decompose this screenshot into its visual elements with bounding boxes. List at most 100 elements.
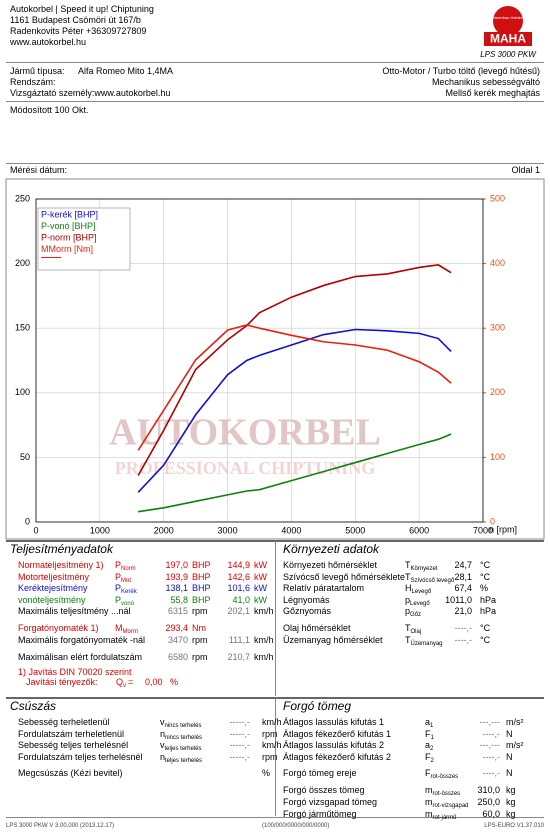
- symbol-main: F: [425, 728, 431, 739]
- slip-unit: rpm: [262, 728, 278, 739]
- header-line: 1161 Budapest Csömöri út 167/b: [10, 15, 141, 25]
- symbol: mrot-vizsgapad: [425, 797, 469, 812]
- environment-value: ----,-: [454, 623, 473, 633]
- legend-label: P-vonó [BHP]: [41, 221, 96, 231]
- symbol: mrot-összes: [425, 785, 460, 800]
- divider: [275, 698, 276, 816]
- rotating_mass-value: ----,-: [482, 768, 501, 778]
- symbol: PNorm: [115, 560, 136, 575]
- perf-unit: kW: [254, 560, 267, 570]
- logo-brand: MAHA: [490, 32, 526, 46]
- symbol: Qv: [116, 677, 126, 692]
- perf-label: Forgatónyomaték 1): [18, 623, 99, 633]
- symbol-main: P: [115, 571, 122, 582]
- footer-left: LPS 3000 PKW V 3.00.000 (2013.12.17): [6, 823, 115, 829]
- measure-date: Mérési dátum:: [10, 165, 68, 175]
- rotating_mass-label: Átlagos lassulás kifutás 2: [283, 740, 385, 750]
- slip-label: Sebesség teljes terhelésnél: [18, 740, 129, 750]
- rotating_mass-label: Forgó vizsgapad tömeg: [283, 797, 378, 807]
- symbol-main: v: [160, 740, 165, 750]
- y2-tick-label: 400: [490, 258, 505, 268]
- environment-value: 24,7: [454, 560, 472, 570]
- perf-value: 6315: [167, 606, 188, 616]
- symbol-sub: Morm: [122, 629, 138, 635]
- symbol-main: p: [405, 606, 411, 616]
- environment-label: Környezeti hőmérséklet: [283, 560, 378, 570]
- watermark: PROFESSIONAL CHIPTUNING: [115, 458, 376, 478]
- symbol-main: a: [425, 717, 431, 727]
- y2-tick-label: 100: [490, 452, 505, 462]
- vehicle-label: Vizsgáztató személy:: [10, 88, 95, 98]
- symbol-sub: Gőz: [410, 612, 422, 618]
- perf-unit: kW: [254, 594, 267, 605]
- symbol-main: F: [425, 768, 431, 778]
- section-title: Teljesítményadatok: [10, 542, 113, 556]
- slip-unit: rpm: [262, 751, 278, 762]
- symbol-main: Q: [116, 677, 124, 687]
- slip-label: Megcsúszás (Kézi bevitel): [18, 768, 123, 778]
- perf-label: vonóteljesítmény: [18, 594, 86, 605]
- environment-unit: °C: [480, 560, 491, 570]
- symbol-sub: teljes terhelés: [165, 757, 203, 764]
- y2-tick-label: 0: [490, 516, 495, 526]
- logo-ring-text: Maschinenbau Haldenwang: [483, 15, 532, 20]
- perf-unit: km/h: [254, 635, 274, 645]
- vehicle-row: Rendszám:: [10, 77, 78, 88]
- perf-unit: Nm: [192, 623, 206, 633]
- perf-label: Maximális teljesítmény ...nál: [18, 606, 131, 616]
- symbol-sub: rot-összes: [432, 791, 461, 797]
- symbol: Frot-összes: [425, 768, 458, 783]
- symbol: a1: [425, 717, 433, 732]
- series-line: [137, 328, 452, 493]
- symbol-main: m: [425, 797, 433, 807]
- rotating_mass-value: ---,---: [479, 740, 500, 750]
- environment-value: 67,4: [454, 583, 472, 593]
- environment-value: 1011,0: [445, 594, 472, 605]
- environment-unit: °C: [480, 623, 491, 633]
- symbol: TÜzemanyag: [405, 635, 443, 650]
- chart-frame: [5, 178, 545, 540]
- symbol-main: m: [425, 785, 433, 795]
- symbol-main: a: [425, 740, 431, 750]
- header-lines: Autokorbel | Speed it up! Chiptuning 1161…: [10, 4, 154, 48]
- vehicle-label: Jármű típusa:: [10, 66, 65, 76]
- perf-label: Maximálisan elért fordulatszám: [18, 652, 143, 662]
- x-tick-label: 3000: [218, 525, 238, 535]
- symbol-sub: Üzemanyag: [410, 641, 443, 647]
- perf-value: 142,6: [227, 571, 250, 582]
- note: Módosított 100 Okt.: [10, 105, 89, 115]
- perf-label: Normateljesítmény 1): [18, 560, 104, 570]
- rotating_mass-label: Átlagos lassulás kifutás 1: [283, 717, 385, 727]
- symbol-main: n: [160, 728, 166, 739]
- symbol: mrot-jármű: [425, 809, 457, 824]
- symbol-sub: 2: [430, 746, 434, 752]
- symbol-main: T: [405, 635, 411, 645]
- logo: Maschinenbau Haldenwang MAHA LPS 3000 PK…: [480, 6, 537, 59]
- x-tick-label: 4000: [281, 525, 301, 535]
- vehicle-spec: Mechanikus sebességváltó: [431, 77, 540, 87]
- vehicle-value: Alfa Romeo Mito 1,4MA: [78, 66, 174, 76]
- perf-value: 202,1: [227, 606, 250, 616]
- rule: [6, 163, 544, 164]
- y-tick-label: 50: [20, 452, 30, 462]
- legend-label: P-kerék [BHP]: [41, 209, 98, 219]
- perf-unit: BHP: [192, 583, 211, 593]
- correction-value: 0,00: [145, 677, 163, 687]
- perf-unit: kW: [254, 583, 267, 593]
- symbol: vteljes terhelés: [160, 740, 202, 755]
- symbol-main: T: [405, 571, 411, 582]
- perf-unit: rpm: [192, 606, 208, 616]
- symbol-sub: Norm: [121, 566, 136, 572]
- perf-unit: BHP: [192, 560, 211, 570]
- perf-value: 210,7: [227, 652, 250, 662]
- symbol-sub: Mot: [121, 577, 132, 584]
- symbol: PMot: [115, 572, 131, 587]
- rotating_mass-value: ----,-: [482, 751, 501, 762]
- vehicle-value: www.autokorbel.hu: [94, 88, 171, 98]
- perf-label: Maximális forgatónyomaték -nál: [18, 635, 146, 645]
- x-tick-label: 7000: [473, 525, 493, 535]
- symbol-sub: Levegő: [410, 600, 430, 607]
- vehicle-spec: Otto-Motor / Turbo töltő (levegő hűtésű): [382, 66, 540, 76]
- symbol-main: T: [405, 560, 411, 570]
